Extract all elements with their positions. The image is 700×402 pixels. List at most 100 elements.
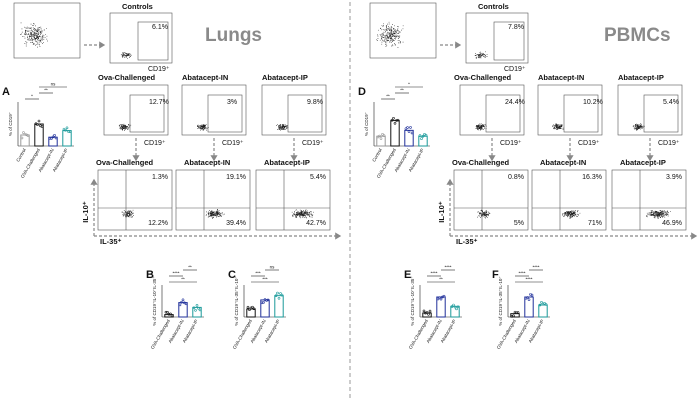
sig-label: * [408,82,410,87]
bar [48,136,58,147]
sig-label: *** [262,277,268,282]
bar [246,308,256,318]
data-dot [512,314,515,318]
dot-cloud [475,123,487,131]
quadrant-box [175,169,251,231]
data-dot [538,303,542,307]
data-dot [51,135,55,139]
marker-label: CD19⁺ [504,66,526,73]
data-dot [195,304,199,307]
dot-cloud [121,209,134,218]
data-dot [395,119,398,122]
data-dot [438,296,441,300]
sig-label: **** [172,271,179,276]
y-axis-label: % of CD19⁺IL-10⁺IL-35⁺ [410,276,415,326]
dot-cloud [20,22,48,48]
half-title: PBMCs [604,25,671,46]
data-dot [180,301,183,304]
data-dot [418,134,422,137]
data-dot [427,312,430,316]
data-dot [37,119,41,123]
quadrant-pct: 5% [514,220,524,227]
x-axis-label: IL-35⁺ [100,237,122,246]
panel-letter: A [2,86,10,98]
sig-label: **** [430,271,437,276]
bar [376,135,386,147]
quadrant-label: Abatacept-IN [184,158,230,167]
dot-cloud [562,210,581,219]
bar [418,135,428,147]
gated-pct: 10.2% [583,99,603,106]
bar [274,295,284,318]
gated-box [537,84,603,136]
controls-pct: 7.8% [508,24,524,31]
sig-label: ns [51,82,57,87]
bar [192,306,202,318]
bar [524,296,534,318]
data-dot [167,312,171,316]
bar [260,299,270,318]
data-dot [166,311,169,314]
data-dot [274,294,278,298]
gated-pct: 3% [227,99,237,106]
sig-label: ** [439,277,443,282]
gate [485,94,521,133]
data-dot [392,116,395,120]
controls-label: Controls [122,2,153,11]
gate [287,94,323,133]
data-dot [260,301,264,305]
panel-letter: F [492,269,499,281]
data-dot [197,306,200,310]
y-axis-label: IL-10⁺ [437,201,446,223]
gated-label: Abatacept-IN [182,73,228,82]
quadrant-label: Ova-Challenged [452,158,510,167]
data-dot [393,121,397,125]
data-dot [515,311,518,314]
data-dot [67,130,70,133]
quadrant-pct: 12.2% [148,220,168,227]
data-dot [252,307,256,311]
data-dot [439,297,443,301]
gate [493,21,525,61]
data-dot [265,299,268,302]
bar [178,302,188,318]
data-dot [382,134,386,137]
dot-cloud [474,51,488,59]
data-dot [164,310,168,314]
quadrant-label: Abatacept-IN [540,158,586,167]
gated-box [181,84,247,136]
data-dot [276,291,279,295]
sig-label: ns [270,265,276,270]
data-dot [36,123,39,126]
data-dot [248,308,251,311]
dot-cloud [291,209,314,219]
data-dot [22,131,25,134]
data-dot [540,301,543,304]
data-dot [277,296,281,300]
dot-cloud [376,21,404,48]
data-dot [422,309,426,313]
bar [390,120,400,147]
scatter-box [13,2,81,59]
gate [643,94,679,133]
data-dot [40,125,44,128]
scatter-box [369,2,437,59]
data-dot [390,118,394,122]
data-dot [194,309,197,312]
dot-cloud [276,123,289,131]
quadrant-pct: 3.9% [666,174,682,181]
data-dot [425,310,429,314]
gate [563,94,599,133]
data-dot [516,311,520,314]
panel-letter: C [228,269,236,281]
quadrant-pct: 71% [588,220,602,227]
y-axis-label: % of CD19⁺ [364,111,369,136]
data-dot [68,130,72,134]
data-dot [527,298,531,301]
sig-label: *** [255,271,261,276]
quadrant-box [453,169,529,231]
y-axis-label: IL-10⁺ [81,201,90,223]
gate [207,94,243,133]
data-dot [455,307,458,311]
marker-label: CD19⁺ [148,66,170,73]
